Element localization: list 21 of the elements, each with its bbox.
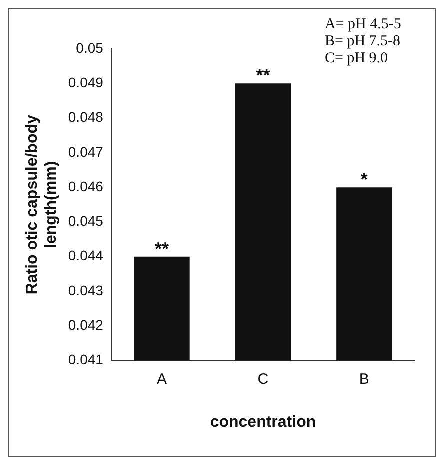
x-tick-label: A [157, 370, 168, 388]
annotation: ** [256, 66, 270, 86]
y-axis-title: Ratio otic capsule/body length(mm) [24, 115, 60, 295]
y-tick-label: 0.044 [68, 248, 104, 264]
y-tick-label: 0.043 [68, 282, 104, 298]
annotation: C= pH 9.0 [325, 50, 388, 66]
text: A= pH 4.5-5 [325, 16, 402, 32]
x-tick-label: B [359, 370, 370, 388]
y-tick-label: 0.046 [68, 178, 104, 194]
x-tick-label: C [258, 370, 269, 388]
y-tick-label: 0.041 [68, 352, 104, 368]
annotation: ** [155, 238, 170, 259]
y-tick-label: 0.05 [76, 40, 104, 56]
y-tick-label: 0.049 [68, 74, 104, 91]
y-tick-label: 0.048 [68, 109, 104, 126]
annotation: B= pH 7.5-8 [325, 33, 401, 50]
y-tick-label: 0.042 [68, 317, 104, 334]
x-axis-title: concentration [210, 414, 316, 431]
y-tick-label: 0.047 [68, 144, 104, 160]
y-tick-label: 0.045 [68, 213, 104, 230]
annotation: * [360, 170, 368, 190]
